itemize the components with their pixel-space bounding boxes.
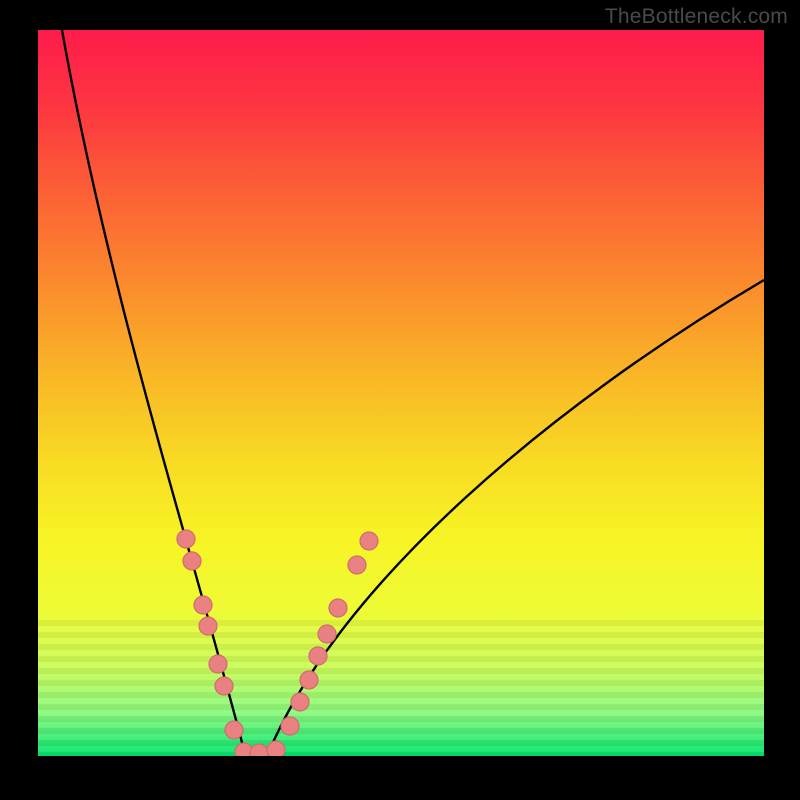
watermark-text: TheBottleneck.com	[605, 5, 788, 29]
data-marker	[194, 596, 212, 614]
data-marker	[225, 721, 243, 739]
data-marker	[215, 677, 233, 695]
data-marker	[348, 556, 366, 574]
data-marker	[309, 647, 327, 665]
data-marker	[209, 655, 227, 673]
stage: TheBottleneck.com	[0, 0, 800, 800]
chart-svg	[0, 0, 800, 800]
data-marker	[291, 693, 309, 711]
plot-area	[38, 30, 764, 762]
bottom-banding	[38, 620, 764, 758]
data-marker	[177, 530, 195, 548]
data-marker	[329, 599, 347, 617]
data-marker	[281, 717, 299, 735]
data-marker	[183, 552, 201, 570]
data-marker	[300, 671, 318, 689]
data-marker	[360, 532, 378, 550]
data-marker	[199, 617, 217, 635]
data-marker	[318, 625, 336, 643]
